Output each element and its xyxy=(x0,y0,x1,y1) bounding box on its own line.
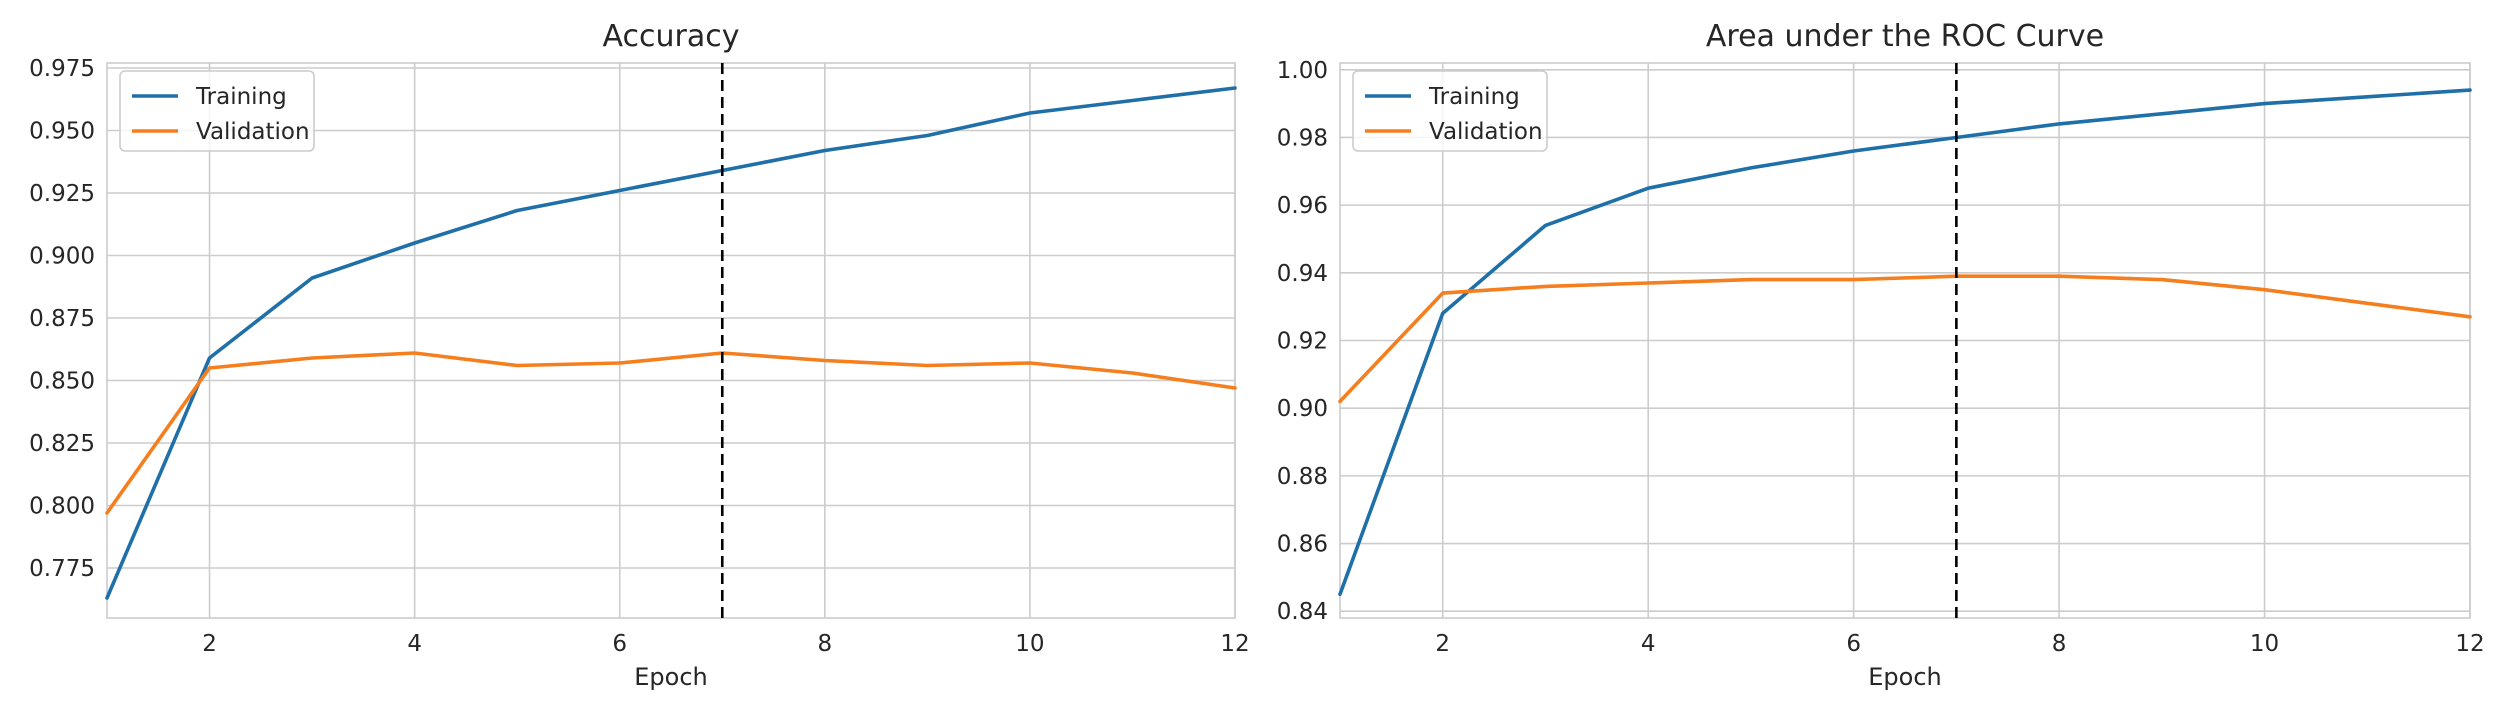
x-tick-label: 6 xyxy=(612,631,627,657)
legend-label: Training xyxy=(1428,84,1520,110)
y-tick-label: 0.925 xyxy=(29,181,95,207)
plot-area-frame xyxy=(1339,62,2471,619)
y-tick-label: 0.94 xyxy=(1277,261,1328,287)
x-tick-label: 8 xyxy=(2052,631,2067,657)
x-tick-label: 4 xyxy=(1641,631,1656,657)
chart-2: 2 4 6 8 10 12 0.84 0.86 0.88 0.90 0.92 0.94 0.96 0.98… xyxy=(1277,19,2485,691)
y-tick-label: 0.875 xyxy=(29,306,95,332)
legend: Training Validation xyxy=(119,70,315,152)
y-tick-label: 0.84 xyxy=(1277,599,1328,625)
y-tick-label: 0.975 xyxy=(29,56,95,82)
y-tick-label: 0.825 xyxy=(29,431,95,457)
x-tick-label: 12 xyxy=(2455,631,2484,657)
y-tick-label: 0.900 xyxy=(29,244,95,270)
y-tick-label: 0.92 xyxy=(1277,329,1328,355)
chart-title: Accuracy xyxy=(603,19,740,54)
x-tick-label: 2 xyxy=(202,631,217,657)
y-tick-label: 0.800 xyxy=(29,494,95,520)
legend-label: Training xyxy=(195,84,287,110)
y-tick-label: 0.90 xyxy=(1277,396,1328,422)
x-tick-label: 8 xyxy=(817,631,832,657)
x-tick-label: 12 xyxy=(1220,631,1249,657)
y-tick-label: 0.98 xyxy=(1277,125,1328,151)
x-axis-label: Epoch xyxy=(1868,663,1942,691)
series-line-training xyxy=(105,86,1237,600)
legend-label: Validation xyxy=(196,119,310,145)
y-tick-label: 0.88 xyxy=(1277,464,1328,490)
y-tick-label: 0.850 xyxy=(29,369,95,395)
series-line-validation xyxy=(105,351,1237,515)
legend-label: Validation xyxy=(1429,119,1543,145)
x-axis-label: Epoch xyxy=(634,663,708,691)
x-tick-label: 10 xyxy=(2250,631,2279,657)
chart-1: 2 4 6 8 10 12 0.775 0.800 0.825 0.850 0.875 0.900 0.… xyxy=(29,19,1250,691)
x-tick-label: 6 xyxy=(1846,631,1861,657)
y-tick-label: 0.775 xyxy=(29,556,95,582)
y-tick-label: 1.00 xyxy=(1277,58,1328,84)
x-tick-label: 10 xyxy=(1015,631,1044,657)
y-tick-label: 0.96 xyxy=(1277,193,1328,219)
chart-title: Area under the ROC Curve xyxy=(1706,19,2104,54)
x-tick-label: 2 xyxy=(1435,631,1450,657)
plot-area-frame xyxy=(106,62,1236,619)
legend: Training Validation xyxy=(1352,70,1548,152)
y-tick-label: 0.86 xyxy=(1277,532,1328,558)
series-line-validation xyxy=(1338,274,2472,404)
x-tick-label: 4 xyxy=(407,631,422,657)
y-tick-label: 0.950 xyxy=(29,119,95,145)
series-line-training xyxy=(1338,88,2472,597)
